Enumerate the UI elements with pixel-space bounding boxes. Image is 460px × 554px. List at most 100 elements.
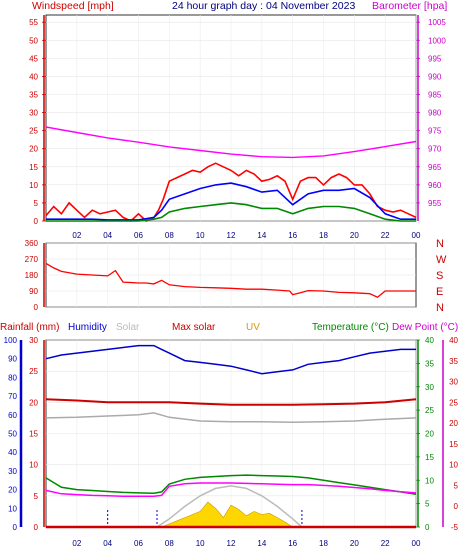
- series-wind_direction_avg: [46, 202, 416, 222]
- hour-tick-label: 02: [72, 539, 81, 548]
- humidity-tick-label: 80: [8, 373, 17, 382]
- barometer-tick-label: 955: [428, 199, 442, 208]
- humidity-tick-label: 10: [8, 504, 17, 513]
- barometer-tick-label: 995: [428, 54, 442, 63]
- hour-tick-label: 12: [227, 231, 236, 240]
- humidity-tick-label: 60: [8, 411, 17, 420]
- rain-tick-label: 10: [29, 461, 38, 470]
- hour-tick-label: 08: [165, 231, 174, 240]
- barometer-tick-label: 980: [428, 109, 442, 118]
- temperature-tick-label: 10: [425, 476, 434, 485]
- rain-tick-label: 20: [29, 398, 38, 407]
- direction-tick-label: 0: [34, 303, 39, 312]
- barometer-tick-label: 1005: [428, 18, 446, 27]
- dewpoint-tick-label: 30: [449, 378, 458, 387]
- barometer-tick-label: 985: [428, 91, 442, 100]
- windspeed-tick-label: 45: [29, 54, 38, 63]
- hour-tick-label: 22: [381, 539, 390, 548]
- hour-tick-label: 14: [257, 539, 266, 548]
- dewpoint-tick-label: 40: [449, 336, 458, 345]
- series-humidity: [45, 344, 416, 375]
- temperature-tick-label: 40: [425, 336, 434, 345]
- humidity-tick-label: 20: [8, 486, 17, 495]
- compass-label: S: [436, 270, 443, 282]
- hour-tick-label: 06: [134, 231, 143, 240]
- barometer-tick-label: 960: [428, 181, 442, 190]
- chart-title: 24 hour graph day : 04 November 2023: [172, 0, 355, 12]
- humidity-tick-label: 30: [8, 467, 17, 476]
- rain-tick-label: 0: [34, 523, 39, 532]
- humidity-tick-label: 70: [8, 392, 17, 401]
- hour-tick-label: 10: [196, 539, 205, 548]
- hour-tick-label: 14: [257, 231, 266, 240]
- series-barometer: [45, 126, 417, 159]
- temperature-tick-label: 30: [425, 383, 434, 392]
- barometer-axis-title: Barometer [hpa]: [372, 0, 447, 12]
- temperature-tick-label: 25: [425, 406, 434, 415]
- hour-tick-label: 22: [381, 231, 390, 240]
- windspeed-tick-label: 50: [29, 36, 38, 45]
- compass-label: E: [436, 286, 443, 298]
- rain-tick-label: 30: [29, 336, 38, 345]
- series-direction: [45, 262, 416, 298]
- windspeed-tick-label: 30: [29, 109, 38, 118]
- legend-label: Temperature (°C): [312, 322, 389, 333]
- series-dew_point: [45, 482, 417, 497]
- rain-humidity-solar-temp-panel: Rainfall (mm) Humidity Solar Max solar UV Tem…: [0, 322, 459, 548]
- hour-tick-label: 18: [319, 231, 328, 240]
- direction-tick-label: 180: [25, 271, 39, 280]
- series-max_solar: [45, 398, 417, 406]
- series-solar: [45, 412, 417, 424]
- series-temperature: [45, 474, 417, 496]
- legend-label: Solar: [116, 322, 140, 333]
- barometer-tick-label: 970: [428, 145, 442, 154]
- hour-tick-label: 06: [134, 539, 143, 548]
- legend-label: UV: [246, 322, 260, 333]
- compass-label: N: [436, 238, 444, 250]
- series-gust: [45, 162, 417, 222]
- dewpoint-tick-label: -5: [451, 523, 459, 532]
- windspeed-tick-label: 40: [29, 72, 38, 81]
- windspeed-tick-label: 20: [29, 145, 38, 154]
- windspeed-tick-label: 55: [29, 18, 38, 27]
- compass-label: N: [436, 302, 444, 314]
- hour-tick-label: 02: [72, 231, 81, 240]
- windspeed-tick-label: 15: [29, 163, 38, 172]
- hour-tick-label: 16: [288, 231, 297, 240]
- temperature-tick-label: 5: [425, 500, 430, 509]
- windspeed-tick-label: 35: [29, 91, 38, 100]
- barometer-tick-label: 990: [428, 72, 442, 81]
- humidity-tick-label: 0: [13, 523, 18, 532]
- compass-label: W: [436, 254, 447, 266]
- rain-tick-label: 5: [34, 492, 39, 501]
- direction-tick-label: 360: [25, 239, 39, 248]
- humidity-tick-label: 100: [4, 336, 18, 345]
- windspeed-axis-title: Windspeed [mph]: [32, 0, 114, 12]
- dewpoint-tick-label: 10: [449, 461, 458, 470]
- dewpoint-tick-label: 0: [454, 502, 459, 511]
- barometer-tick-label: 965: [428, 163, 442, 172]
- hour-tick-label: 04: [103, 231, 112, 240]
- rain-tick-label: 15: [29, 430, 38, 439]
- windspeed-tick-label: 5: [34, 199, 39, 208]
- hour-tick-label: 20: [350, 539, 359, 548]
- dewpoint-tick-label: 5: [454, 481, 459, 490]
- legend-label: Rainfall (mm): [0, 322, 59, 333]
- dewpoint-tick-label: 20: [449, 419, 458, 428]
- hour-tick-label: 10: [196, 231, 205, 240]
- windspeed-tick-label: 10: [29, 181, 38, 190]
- direction-tick-label: 270: [25, 255, 39, 264]
- direction-tick-label: 90: [29, 287, 38, 296]
- dewpoint-tick-label: 25: [449, 398, 458, 407]
- temperature-tick-label: 0: [425, 523, 430, 532]
- legend-label: Humidity: [68, 322, 107, 333]
- temperature-tick-label: 15: [425, 453, 434, 462]
- hour-tick-label: 08: [165, 539, 174, 548]
- hour-tick-label: 00: [412, 231, 421, 240]
- legend-label: Max solar: [172, 322, 216, 333]
- series-avg_wind: [46, 182, 416, 221]
- chart-header: Windspeed [mph] 24 hour graph day : 04 N…: [32, 0, 447, 12]
